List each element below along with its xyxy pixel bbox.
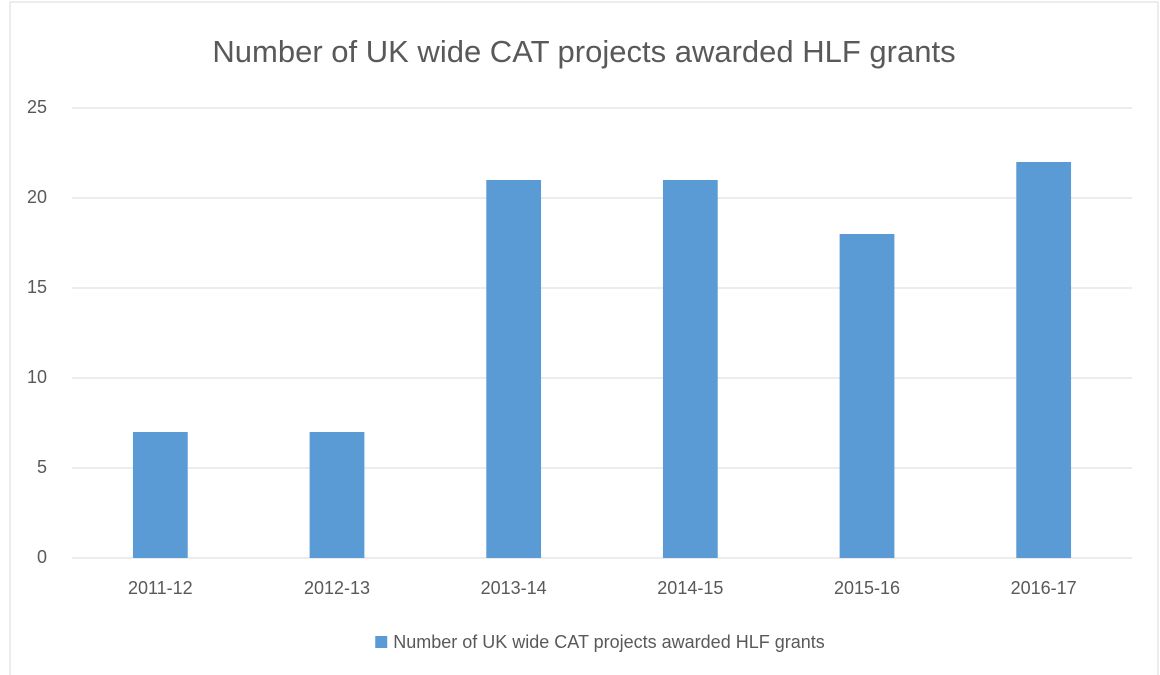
x-tick-label: 2016-17: [1011, 578, 1077, 598]
bar: [839, 234, 895, 558]
y-tick-label: 25: [27, 97, 47, 117]
chart-title: Number of UK wide CAT projects awarded H…: [212, 34, 955, 69]
bar: [309, 432, 365, 558]
y-tick-label: 20: [27, 187, 47, 207]
bar: [1016, 162, 1072, 558]
y-tick-label: 15: [27, 277, 47, 297]
y-tick-label: 10: [27, 367, 47, 387]
bar: [132, 432, 188, 558]
legend-swatch: [375, 636, 388, 648]
x-tick-label: 2013-14: [481, 578, 547, 598]
y-tick-label: 5: [37, 457, 47, 477]
bar: [662, 180, 718, 558]
y-tick-label: 0: [37, 547, 47, 567]
x-tick-label: 2012-13: [304, 578, 370, 598]
x-tick-label: 2014-15: [657, 578, 723, 598]
legend-label: Number of UK wide CAT projects awarded H…: [393, 632, 825, 652]
bar: [486, 180, 542, 558]
x-tick-label: 2015-16: [834, 578, 900, 598]
x-tick-label: 2011-12: [128, 578, 193, 598]
chart-frame: [9, 1, 1159, 675]
